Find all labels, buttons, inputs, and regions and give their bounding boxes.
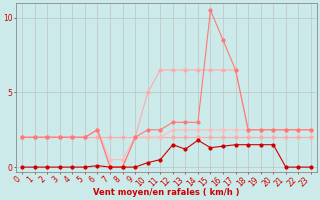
X-axis label: Vent moyen/en rafales ( km/h ): Vent moyen/en rafales ( km/h ) [93,188,240,197]
